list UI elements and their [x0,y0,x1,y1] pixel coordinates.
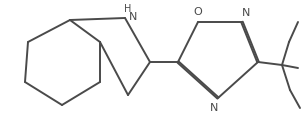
Text: O: O [194,7,202,17]
Text: H: H [124,4,132,14]
Text: N: N [242,8,250,18]
Text: N: N [210,103,218,113]
Text: N: N [129,12,137,22]
